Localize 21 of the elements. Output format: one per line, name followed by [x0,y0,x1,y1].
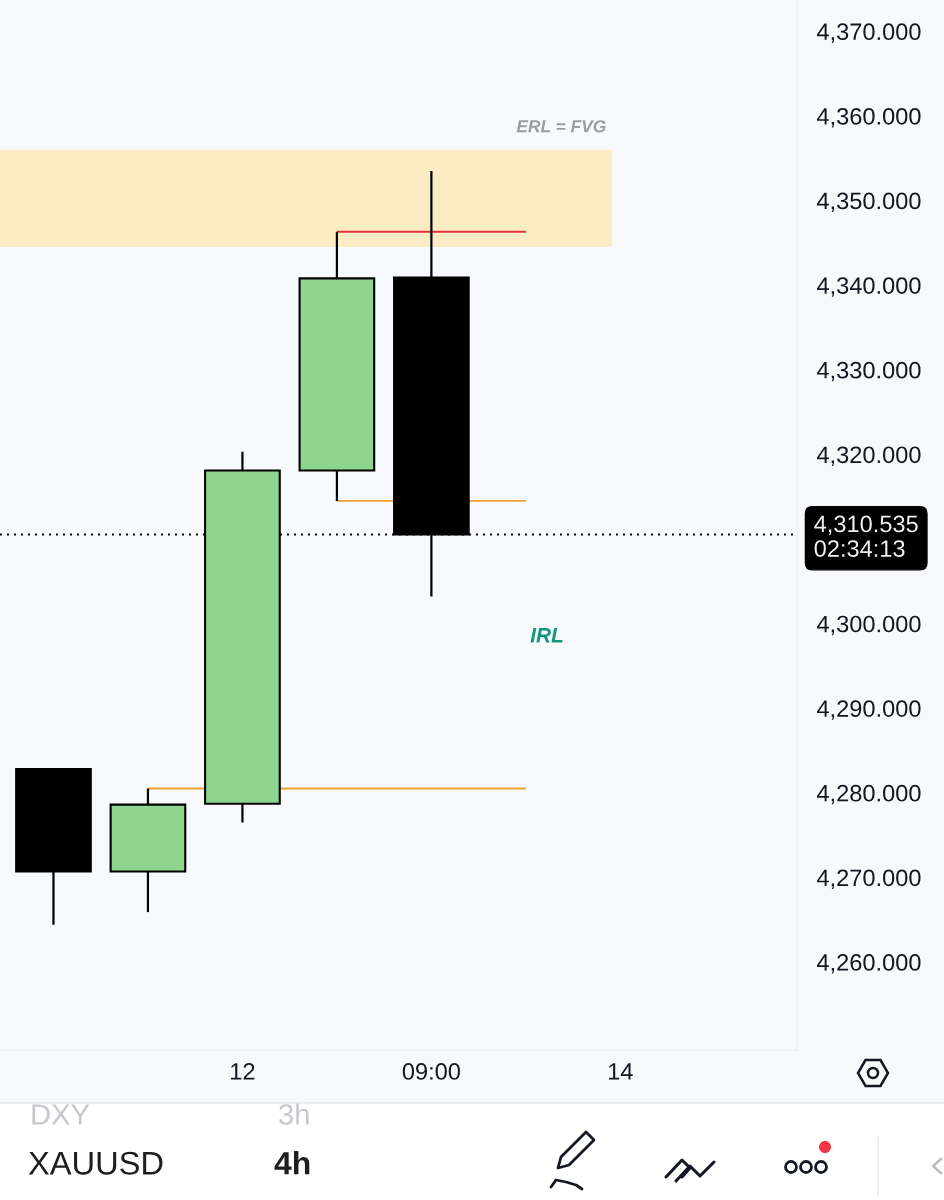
y-tick-label: 4,350.000 [816,192,921,213]
text: XAUUSD [28,1151,163,1175]
y-tick-label: 4,290.000 [816,700,921,720]
y-tick-label: 4,340.000 [816,277,921,297]
y-tick-label: 4,320.000 [816,446,921,466]
y-tick-label: 4,280.000 [816,784,921,805]
x-tick-label: 14 [609,1063,633,1080]
y-tick-label: 4,330.000 [816,361,921,382]
y-tick-label: 4,270.000 [816,869,921,889]
y-tick-label: 4,370.000 [816,23,921,43]
text: 4h [274,1151,310,1175]
y-tick-label: 4,300.000 [816,615,921,636]
ref-line-label: 4,310.535 02:34:13 [814,515,918,557]
x-tick-label: 09:00 [402,1063,460,1080]
x-tick-label: 12 [231,1063,255,1080]
band-label: ERL = FVG [516,120,606,133]
annotation: IRL [530,628,563,643]
y-tick-label: 4,260.000 [816,954,921,974]
text: 3h [279,1103,309,1125]
y-tick-label: 4,360.000 [816,107,921,128]
text: DXY [32,1104,90,1125]
